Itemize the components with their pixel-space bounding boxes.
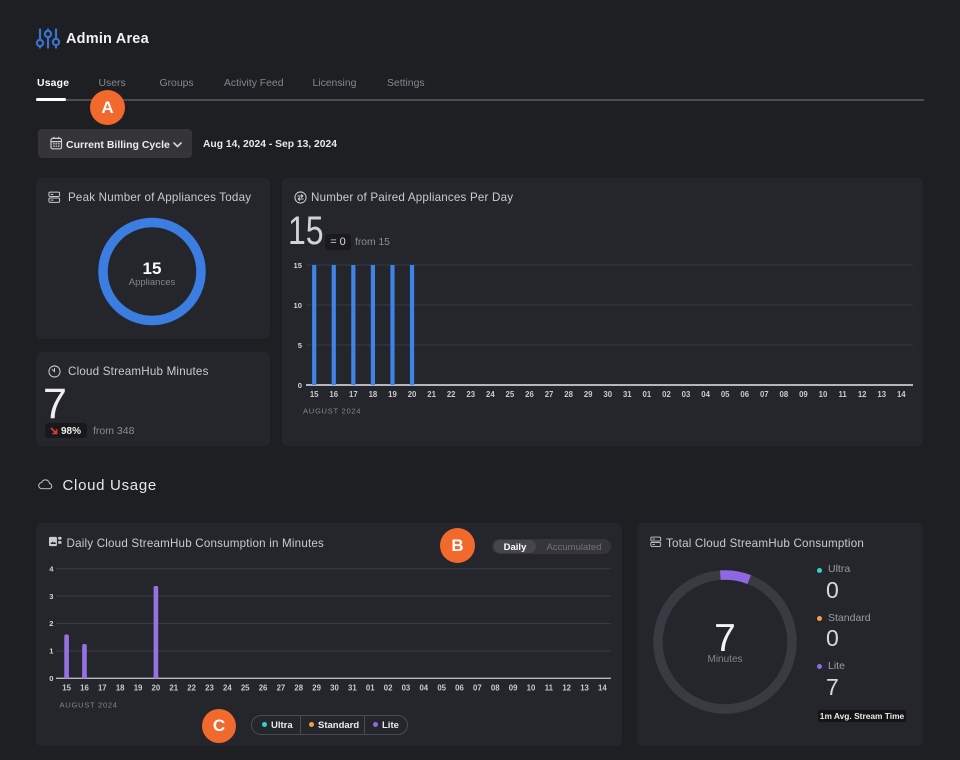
svg-text:17: 17 xyxy=(98,683,107,692)
svg-text:15: 15 xyxy=(310,390,319,399)
svg-text:22: 22 xyxy=(447,390,456,399)
svg-text:25: 25 xyxy=(241,683,250,692)
svg-text:12: 12 xyxy=(858,390,867,399)
svg-text:02: 02 xyxy=(662,390,671,399)
svg-text:0: 0 xyxy=(298,381,302,390)
svg-text:03: 03 xyxy=(402,683,411,692)
svg-text:20: 20 xyxy=(152,683,161,692)
svg-text:20: 20 xyxy=(408,390,417,399)
svg-text:16: 16 xyxy=(80,683,89,692)
svg-text:11: 11 xyxy=(545,683,554,692)
svg-text:01: 01 xyxy=(643,390,652,399)
svg-text:31: 31 xyxy=(348,683,357,692)
svg-text:18: 18 xyxy=(369,390,378,399)
svg-text:3: 3 xyxy=(49,592,53,601)
svg-text:02: 02 xyxy=(384,683,393,692)
svg-text:08: 08 xyxy=(780,390,789,399)
svg-text:14: 14 xyxy=(897,390,906,399)
svg-text:16: 16 xyxy=(329,390,338,399)
svg-text:07: 07 xyxy=(760,390,769,399)
svg-text:27: 27 xyxy=(545,390,554,399)
svg-text:30: 30 xyxy=(330,683,339,692)
svg-text:23: 23 xyxy=(466,390,475,399)
svg-text:24: 24 xyxy=(223,683,232,692)
svg-text:12: 12 xyxy=(562,683,571,692)
svg-text:14: 14 xyxy=(598,683,607,692)
svg-text:30: 30 xyxy=(603,390,612,399)
svg-text:13: 13 xyxy=(580,683,589,692)
svg-text:19: 19 xyxy=(134,683,143,692)
svg-text:0: 0 xyxy=(49,674,53,683)
svg-text:21: 21 xyxy=(169,683,178,692)
svg-text:AUGUST 2024: AUGUST 2024 xyxy=(303,407,361,416)
svg-text:23: 23 xyxy=(205,683,214,692)
svg-text:24: 24 xyxy=(486,390,495,399)
svg-text:31: 31 xyxy=(623,390,632,399)
svg-text:22: 22 xyxy=(187,683,196,692)
svg-text:18: 18 xyxy=(116,683,125,692)
svg-text:04: 04 xyxy=(701,390,710,399)
svg-text:10: 10 xyxy=(294,301,302,310)
svg-text:15: 15 xyxy=(294,261,303,270)
svg-text:2: 2 xyxy=(49,619,53,628)
svg-text:19: 19 xyxy=(388,390,397,399)
svg-text:21: 21 xyxy=(427,390,436,399)
svg-text:06: 06 xyxy=(455,683,464,692)
svg-text:17: 17 xyxy=(349,390,358,399)
svg-text:26: 26 xyxy=(525,390,534,399)
svg-text:27: 27 xyxy=(277,683,286,692)
svg-text:01: 01 xyxy=(366,683,375,692)
svg-text:05: 05 xyxy=(721,390,730,399)
svg-text:AUGUST 2024: AUGUST 2024 xyxy=(60,701,118,710)
svg-text:08: 08 xyxy=(491,683,500,692)
svg-text:09: 09 xyxy=(799,390,808,399)
svg-text:5: 5 xyxy=(298,341,303,350)
svg-text:1: 1 xyxy=(49,647,54,656)
svg-text:25: 25 xyxy=(506,390,515,399)
svg-text:09: 09 xyxy=(509,683,518,692)
svg-text:29: 29 xyxy=(312,683,321,692)
svg-text:28: 28 xyxy=(564,390,573,399)
svg-text:13: 13 xyxy=(877,390,886,399)
svg-text:05: 05 xyxy=(437,683,446,692)
svg-text:26: 26 xyxy=(259,683,268,692)
svg-text:10: 10 xyxy=(527,683,536,692)
svg-text:04: 04 xyxy=(419,683,428,692)
svg-text:07: 07 xyxy=(473,683,482,692)
svg-text:10: 10 xyxy=(819,390,828,399)
svg-text:06: 06 xyxy=(740,390,749,399)
svg-text:28: 28 xyxy=(294,683,303,692)
svg-text:11: 11 xyxy=(838,390,847,399)
svg-text:03: 03 xyxy=(682,390,691,399)
svg-text:15: 15 xyxy=(62,683,71,692)
svg-text:4: 4 xyxy=(49,564,54,573)
svg-text:29: 29 xyxy=(584,390,593,399)
